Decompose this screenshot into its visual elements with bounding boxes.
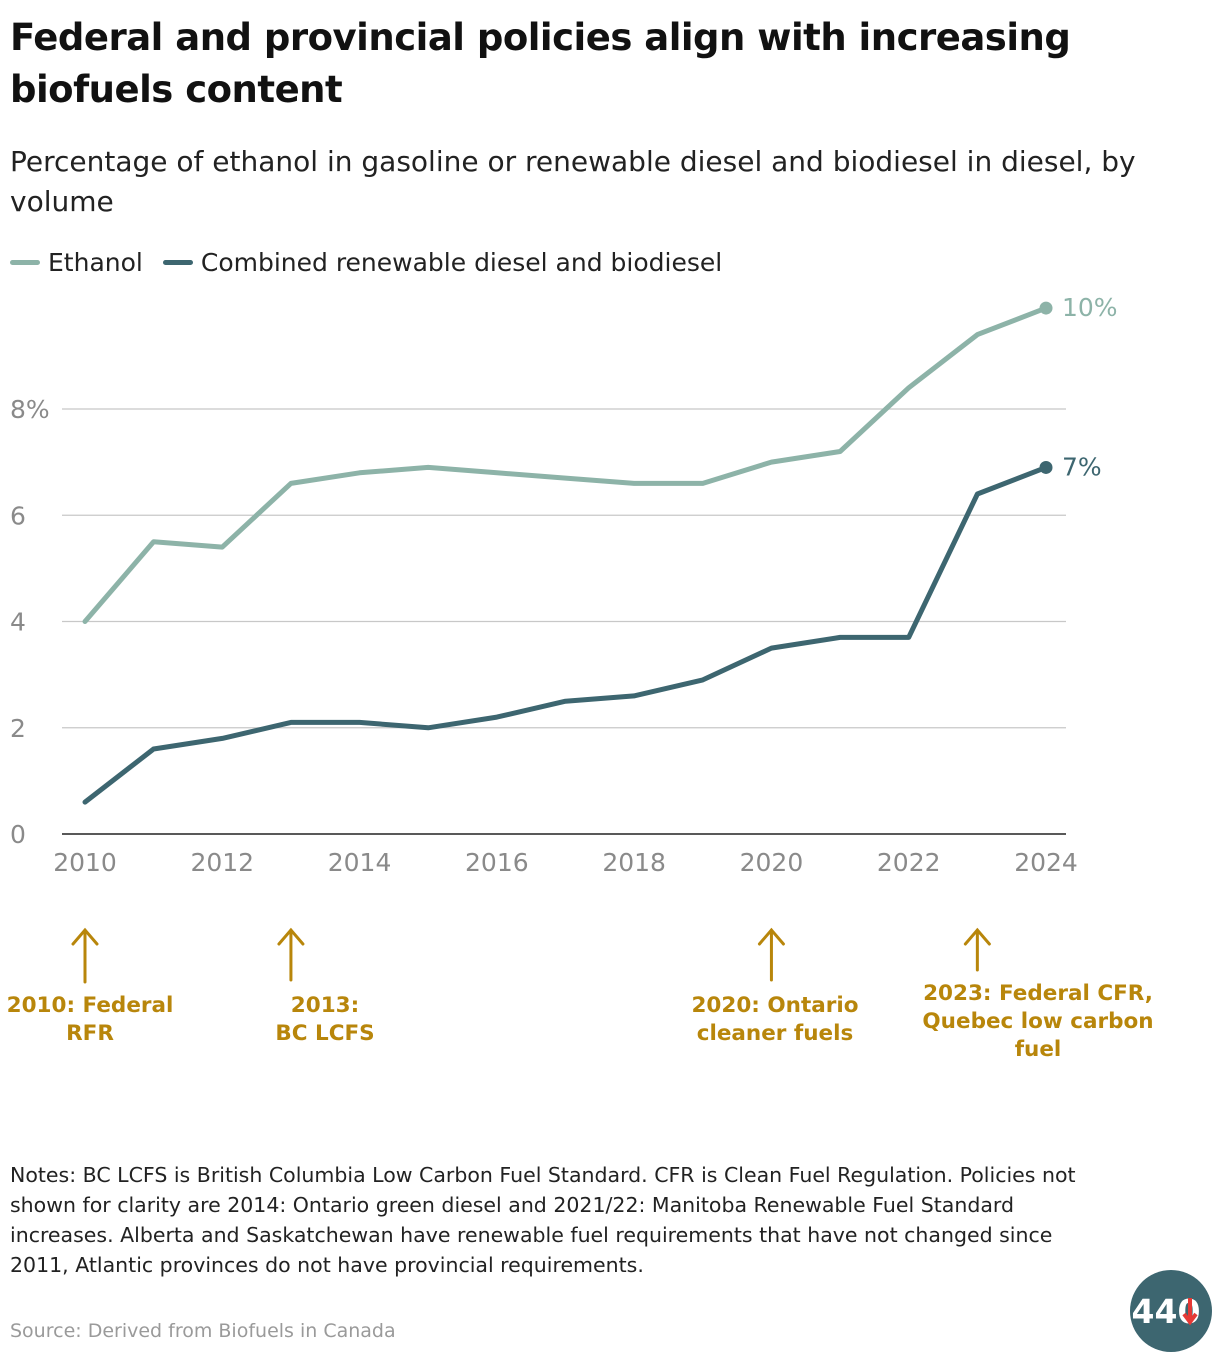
x-tick-label-2010: 2010 — [53, 848, 117, 877]
series-end-label-0: 10% — [1062, 293, 1118, 322]
x-tick-label-2014: 2014 — [328, 848, 392, 877]
series-line-0 — [82, 305, 1049, 624]
series-end-point-0 — [1039, 301, 1053, 315]
legend-item-diesel: Combined renewable diesel and biodiesel — [162, 248, 723, 277]
policy-label-2013-line-0: 2013: — [291, 993, 359, 1018]
policy-label-2010-line-1: RFR — [66, 1021, 114, 1046]
policy-label-2023-line-1: Quebec low carbon — [922, 1009, 1153, 1034]
policy-arrow-icon-2010 — [71, 927, 99, 984]
x-tick-label-2024: 2024 — [1014, 848, 1078, 877]
x-tick-label-2022: 2022 — [877, 848, 941, 877]
chart-subtitle: Percentage of ethanol in gasoline or ren… — [10, 145, 1136, 218]
legend: Ethanol Combined renewable diesel and bi… — [10, 248, 742, 277]
policy-arrow-icon-2023 — [963, 927, 991, 972]
policy-label-2020-line-0: 2020: Ontario — [691, 993, 858, 1018]
logo-circle — [1130, 1270, 1212, 1352]
logo-440: 440 — [1130, 1270, 1212, 1352]
series-end-label-1: 7% — [1062, 452, 1102, 481]
series-end-point-1 — [1039, 460, 1053, 474]
y-tick-label-4: 4 — [10, 608, 26, 637]
policy-label-2020-line-1: cleaner fuels — [697, 1021, 854, 1046]
legend-label-ethanol: Ethanol — [48, 248, 143, 277]
y-tick-label-6: 6 — [10, 501, 26, 530]
x-tick-label-2012: 2012 — [190, 848, 254, 877]
policy-arrow-icon-2020 — [757, 927, 785, 982]
y-tick-label-2: 2 — [10, 714, 26, 743]
series-line-1 — [82, 464, 1049, 805]
logo-arrow-icon — [1182, 1298, 1198, 1326]
notes: Notes: BC LCFS is British Columbia Low C… — [10, 1163, 1076, 1277]
chart-title: Federal and provincial policies align wi… — [10, 16, 1071, 111]
policy-label-2013-line-1: BC LCFS — [275, 1021, 374, 1046]
source: Source: Derived from Biofuels in Canada — [10, 1320, 396, 1342]
y-tick-label-8: 8% — [10, 395, 50, 424]
policy-label-2010-line-0: 2010: Federal — [7, 993, 174, 1018]
x-tick-label-2016: 2016 — [465, 848, 529, 877]
y-tick-label-0: 0 — [10, 820, 26, 849]
legend-label-diesel: Combined renewable diesel and biodiesel — [200, 248, 723, 277]
policy-arrow-icon-2013 — [277, 927, 305, 982]
policy-label-2023-line-2: fuel — [1015, 1037, 1062, 1062]
line-chart: 0 2 4 6 8% 2010 2012 2014 2016 2018 2020 2022 2024 10… — [7, 293, 1154, 1062]
legend-item-ethanol: Ethanol — [10, 248, 143, 277]
x-tick-label-2020: 2020 — [740, 848, 804, 877]
x-tick-label-2018: 2018 — [602, 848, 666, 877]
legend-swatch-diesel — [162, 260, 193, 265]
policy-label-2023-line-0: 2023: Federal CFR, — [923, 981, 1153, 1006]
legend-swatch-ethanol — [10, 260, 40, 265]
